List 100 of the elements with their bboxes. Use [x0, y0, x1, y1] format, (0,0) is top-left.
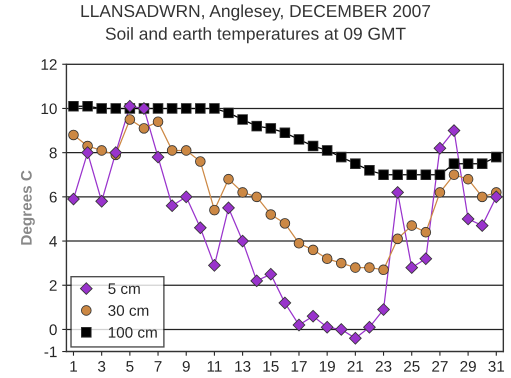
x-tick-label: 15 [263, 361, 279, 372]
point [152, 150, 164, 164]
point [222, 202, 235, 214]
point [68, 130, 79, 140]
x-tick-label: 7 [154, 361, 162, 372]
point [476, 219, 489, 232]
point [490, 190, 503, 204]
point [322, 145, 332, 156]
x-tick-label: 29 [460, 360, 476, 372]
point [320, 320, 334, 334]
point [152, 116, 164, 127]
y-tick-label: 6 [50, 192, 57, 203]
x-tick-label: 25 [404, 360, 420, 372]
y-tick-label: 8 [50, 148, 57, 158]
point [195, 103, 206, 114]
point [363, 320, 376, 334]
legend-label: 5 cm [108, 283, 140, 294]
point [406, 220, 418, 231]
point [420, 252, 432, 266]
x-tick-label: 3 [98, 360, 106, 372]
point [364, 262, 375, 273]
point [95, 194, 108, 208]
point [308, 244, 318, 256]
x-tick-label: 1 [70, 361, 77, 372]
point [166, 199, 178, 212]
point [124, 100, 136, 113]
point [251, 120, 262, 132]
point [251, 192, 262, 202]
point [180, 190, 193, 204]
point [166, 145, 178, 156]
y-axis-title: Degrees C [20, 170, 35, 245]
point [223, 174, 234, 184]
y-tick-label: 4 [49, 236, 57, 247]
legend-label: 100 cm [108, 327, 157, 338]
point [194, 221, 207, 234]
point [294, 134, 304, 145]
point [378, 169, 389, 180]
point [392, 169, 403, 180]
point [209, 204, 220, 216]
chart-subtitle: Soil and earth temperatures at 09 GMT [106, 27, 406, 44]
point [266, 123, 276, 134]
point [264, 268, 278, 281]
point [109, 146, 122, 159]
point [223, 108, 234, 118]
y-tick-label: -1 [44, 346, 57, 358]
point [278, 296, 292, 310]
point [350, 262, 361, 273]
point [82, 100, 93, 112]
point [420, 226, 432, 238]
x-tick-label: 9 [182, 360, 190, 372]
x-tick-label: 13 [235, 360, 250, 372]
point [280, 218, 290, 229]
point [476, 192, 488, 202]
point [322, 253, 332, 264]
point [208, 259, 221, 272]
point [434, 187, 446, 198]
point [462, 158, 474, 169]
point [448, 158, 460, 169]
point [476, 158, 488, 169]
point [152, 103, 164, 114]
point [391, 186, 404, 199]
point [448, 169, 460, 180]
point [349, 332, 362, 345]
legend-label: 30 cm [108, 305, 148, 316]
point [462, 212, 474, 226]
point [336, 258, 347, 268]
point [350, 158, 361, 169]
point [491, 152, 502, 162]
x-tick-label: 19 [320, 360, 335, 372]
point [448, 124, 460, 137]
chart-title: LLANSADWRN, Anglesey, DECEMBER 2007 [81, 4, 430, 21]
point [378, 264, 389, 276]
point [434, 142, 446, 155]
point [306, 310, 320, 322]
point [336, 152, 347, 162]
x-tick-label: 21 [348, 360, 364, 372]
point [124, 114, 136, 125]
point [96, 145, 107, 156]
y-tick-label: 0 [50, 324, 57, 336]
point [434, 169, 446, 180]
point [180, 145, 192, 156]
x-tick-label: 5 [126, 361, 134, 372]
y-tick-label: 12 [42, 59, 57, 70]
point [166, 103, 178, 114]
point [236, 234, 249, 248]
point [266, 209, 276, 220]
point [392, 234, 403, 244]
point [67, 192, 80, 206]
point [195, 156, 206, 167]
point [237, 187, 248, 198]
point [209, 103, 220, 114]
point [68, 100, 79, 112]
y-tick-label: 10 [42, 103, 57, 114]
y-tick-label: 2 [50, 280, 57, 291]
x-tick-label: 17 [292, 361, 307, 372]
x-tick-label: 11 [208, 361, 222, 372]
point [250, 274, 264, 288]
x-tick-label: 27 [432, 360, 448, 372]
point [180, 103, 192, 114]
point [237, 114, 248, 125]
